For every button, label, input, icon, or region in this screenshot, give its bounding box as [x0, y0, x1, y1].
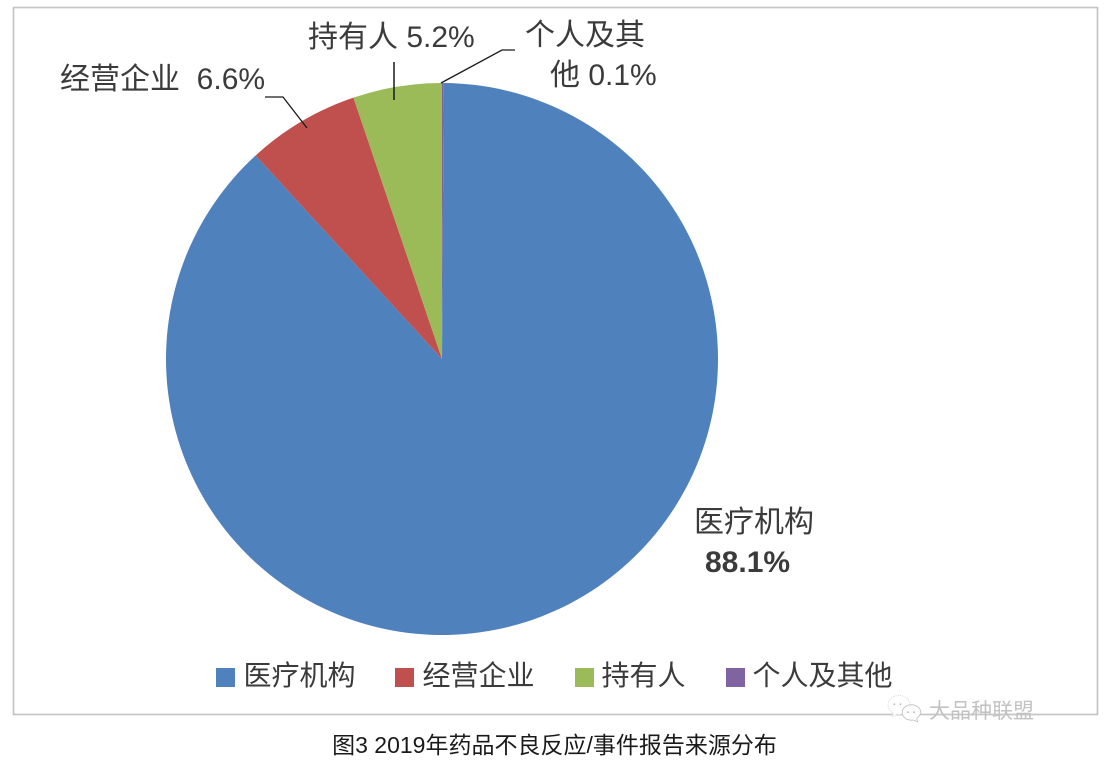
svg-text:大品种联盟: 大品种联盟 [929, 700, 1034, 723]
